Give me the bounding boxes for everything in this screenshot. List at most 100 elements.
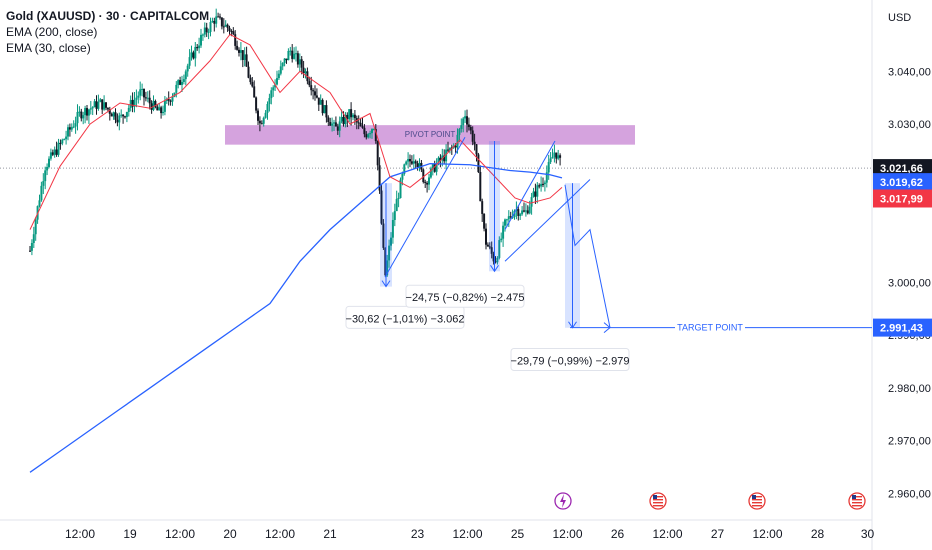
flag-icon-stripe: [752, 499, 762, 501]
projection-path: [564, 184, 611, 328]
candle-body: [162, 111, 164, 114]
flag-icon-stripe: [852, 502, 862, 504]
candle-body: [51, 152, 54, 155]
candle-body: [30, 243, 33, 251]
candle-body: [181, 81, 183, 85]
candle-body: [407, 159, 410, 162]
ema-200-legend[interactable]: EMA (200, close): [6, 25, 98, 39]
ema-30-price-label-bg: [873, 189, 932, 208]
currency-label[interactable]: USD: [888, 12, 912, 24]
candle-body: [431, 164, 434, 169]
ema-200-line: [29, 163, 563, 473]
candle-body: [135, 97, 138, 100]
candle-body: [53, 149, 56, 155]
measure-label: −30,62 (−1,01%) −3.062: [346, 313, 465, 325]
candle-body: [559, 155, 562, 158]
candle-body: [414, 161, 417, 164]
candle-body: [350, 109, 353, 118]
candle-body: [127, 107, 130, 112]
candle-body: [439, 157, 442, 161]
lightning-icon-bolt: [560, 494, 566, 508]
candle-body: [78, 111, 81, 113]
candle-body: [519, 214, 522, 216]
candle-body: [277, 73, 280, 79]
candle-body: [279, 66, 282, 74]
measure-label-box: [345, 305, 465, 329]
flag-icon-stripe: [653, 496, 663, 498]
ema-30-legend[interactable]: EMA (30, close): [6, 41, 91, 55]
candle-body: [219, 16, 221, 18]
candle-body: [357, 122, 360, 124]
candle-body: [365, 134, 368, 138]
candle-body: [258, 120, 261, 124]
x-tick-label: 12:00: [452, 527, 482, 541]
candle-body: [369, 133, 372, 135]
symbol-title[interactable]: Gold (XAUUSD) · 30 · CAPITALCOM: [6, 9, 210, 23]
x-tick-label: 12:00: [165, 527, 195, 541]
candle-body: [188, 57, 191, 66]
x-tick-label: 27: [711, 527, 725, 541]
candle-body: [426, 182, 429, 185]
candle-body: [86, 108, 88, 116]
x-tick-label: 23: [411, 527, 425, 541]
candle-body: [59, 142, 62, 144]
candle-body: [179, 80, 182, 85]
ema-30-price-label: 3.017,99: [880, 193, 923, 205]
candle-body: [260, 123, 263, 125]
candle-body: [163, 101, 166, 112]
candle-body: [129, 99, 132, 108]
candle-body: [238, 49, 240, 53]
candle-body: [390, 237, 392, 246]
trend-line: [504, 140, 556, 230]
candle-body: [374, 128, 377, 142]
candle-body: [312, 90, 315, 92]
candle-body: [220, 17, 223, 27]
candle-body: [517, 209, 520, 216]
ema-30-line: [29, 33, 563, 230]
flag-icon-stripe: [852, 505, 862, 507]
candle-body: [551, 156, 554, 159]
candle-body: [106, 107, 109, 110]
candle-body: [289, 50, 292, 52]
candle-body: [538, 185, 541, 187]
candle-body: [175, 84, 178, 93]
us-flag-event-icon: [649, 492, 667, 510]
candle-body: [257, 110, 259, 121]
candle-body: [272, 87, 275, 91]
candle-body: [95, 101, 98, 109]
candle-body: [70, 127, 73, 130]
candle-body: [300, 59, 303, 68]
x-tick-label: 12:00: [265, 527, 295, 541]
candle-body: [485, 228, 487, 245]
candle-body: [144, 97, 147, 99]
candle-body: [209, 22, 212, 32]
candle-body: [502, 225, 505, 239]
candle-body: [471, 130, 474, 142]
candle-body: [523, 210, 525, 212]
x-tick-label: 26: [611, 527, 625, 541]
candle-body: [511, 216, 514, 218]
candle-body: [87, 109, 90, 116]
candle-body: [245, 54, 248, 67]
candle-body: [190, 52, 193, 58]
candles: [29, 8, 562, 277]
candle-body: [198, 45, 201, 49]
candle-body: [143, 88, 145, 98]
trend-line: [504, 179, 591, 262]
candle-body: [192, 52, 195, 59]
candle-body: [67, 127, 69, 137]
candle-body: [125, 111, 128, 118]
candle-body: [382, 223, 385, 248]
candle-body: [146, 97, 149, 99]
candle-body: [428, 177, 430, 185]
candle-body: [448, 147, 451, 151]
candle-body: [29, 250, 31, 252]
candle-body: [213, 20, 216, 24]
last-price-label: 3.021,66: [880, 163, 923, 175]
candle-body: [380, 190, 383, 224]
candle-body: [93, 101, 96, 108]
candle-body: [469, 126, 472, 131]
x-tick-label: 12:00: [652, 527, 682, 541]
candle-body: [207, 31, 210, 33]
